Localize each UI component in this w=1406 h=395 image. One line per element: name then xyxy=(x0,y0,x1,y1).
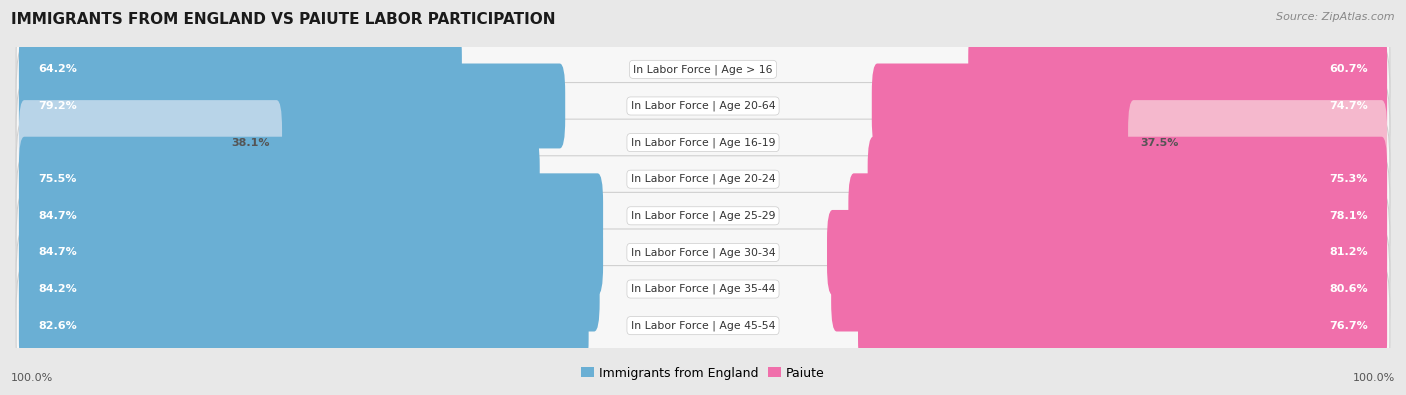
FancyBboxPatch shape xyxy=(18,210,603,295)
Text: In Labor Force | Age 25-29: In Labor Force | Age 25-29 xyxy=(631,211,775,221)
Text: In Labor Force | Age 35-44: In Labor Force | Age 35-44 xyxy=(631,284,775,294)
FancyBboxPatch shape xyxy=(18,283,589,368)
Text: 80.6%: 80.6% xyxy=(1329,284,1368,294)
FancyBboxPatch shape xyxy=(872,64,1388,149)
FancyBboxPatch shape xyxy=(969,27,1388,112)
Text: 74.7%: 74.7% xyxy=(1329,101,1368,111)
Text: 79.2%: 79.2% xyxy=(38,101,77,111)
Text: In Labor Force | Age 20-64: In Labor Force | Age 20-64 xyxy=(631,101,775,111)
Text: In Labor Force | Age > 16: In Labor Force | Age > 16 xyxy=(633,64,773,75)
FancyBboxPatch shape xyxy=(18,100,283,185)
FancyBboxPatch shape xyxy=(15,229,1391,349)
FancyBboxPatch shape xyxy=(848,173,1388,258)
FancyBboxPatch shape xyxy=(15,9,1391,130)
FancyBboxPatch shape xyxy=(18,173,603,258)
FancyBboxPatch shape xyxy=(18,137,540,222)
Text: 84.2%: 84.2% xyxy=(38,284,77,294)
Text: 38.1%: 38.1% xyxy=(231,137,270,148)
FancyBboxPatch shape xyxy=(868,137,1388,222)
Legend: Immigrants from England, Paiute: Immigrants from England, Paiute xyxy=(576,362,830,385)
Text: 100.0%: 100.0% xyxy=(11,373,53,383)
FancyBboxPatch shape xyxy=(831,246,1388,331)
Text: 60.7%: 60.7% xyxy=(1329,64,1368,74)
FancyBboxPatch shape xyxy=(15,156,1391,276)
FancyBboxPatch shape xyxy=(18,27,461,112)
Text: 37.5%: 37.5% xyxy=(1140,137,1178,148)
FancyBboxPatch shape xyxy=(827,210,1388,295)
FancyBboxPatch shape xyxy=(15,265,1391,386)
FancyBboxPatch shape xyxy=(15,192,1391,312)
Text: 76.7%: 76.7% xyxy=(1329,321,1368,331)
FancyBboxPatch shape xyxy=(15,119,1391,239)
Text: 100.0%: 100.0% xyxy=(1353,373,1395,383)
FancyBboxPatch shape xyxy=(18,246,599,331)
FancyBboxPatch shape xyxy=(1128,100,1388,185)
Text: 84.7%: 84.7% xyxy=(38,247,77,258)
Text: 78.1%: 78.1% xyxy=(1329,211,1368,221)
Text: 75.5%: 75.5% xyxy=(38,174,76,184)
Text: In Labor Force | Age 45-54: In Labor Force | Age 45-54 xyxy=(631,320,775,331)
Text: In Labor Force | Age 30-34: In Labor Force | Age 30-34 xyxy=(631,247,775,258)
FancyBboxPatch shape xyxy=(15,46,1391,166)
Text: In Labor Force | Age 16-19: In Labor Force | Age 16-19 xyxy=(631,137,775,148)
FancyBboxPatch shape xyxy=(15,83,1391,203)
Text: Source: ZipAtlas.com: Source: ZipAtlas.com xyxy=(1277,12,1395,22)
FancyBboxPatch shape xyxy=(858,283,1388,368)
FancyBboxPatch shape xyxy=(18,64,565,149)
Text: 81.2%: 81.2% xyxy=(1329,247,1368,258)
Text: In Labor Force | Age 20-24: In Labor Force | Age 20-24 xyxy=(631,174,775,184)
Text: 84.7%: 84.7% xyxy=(38,211,77,221)
Text: 75.3%: 75.3% xyxy=(1330,174,1368,184)
Text: IMMIGRANTS FROM ENGLAND VS PAIUTE LABOR PARTICIPATION: IMMIGRANTS FROM ENGLAND VS PAIUTE LABOR … xyxy=(11,12,555,27)
Text: 82.6%: 82.6% xyxy=(38,321,77,331)
Text: 64.2%: 64.2% xyxy=(38,64,77,74)
